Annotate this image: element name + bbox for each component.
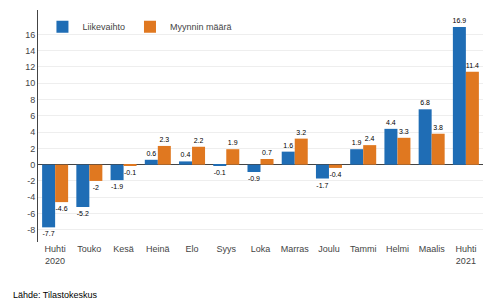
svg-text:Tammi: Tammi [350, 244, 377, 254]
svg-text:1.9: 1.9 [352, 139, 362, 146]
svg-text:-5.2: -5.2 [77, 210, 89, 217]
svg-text:-0.9: -0.9 [248, 175, 260, 182]
svg-text:Syys: Syys [217, 244, 237, 254]
svg-text:Lähde: Tilastokeskus: Lähde: Tilastokeskus [13, 290, 98, 300]
svg-text:-2: -2 [27, 176, 35, 186]
svg-text:Loka: Loka [251, 244, 271, 254]
svg-text:Touko: Touko [77, 244, 101, 254]
svg-text:2.4: 2.4 [365, 135, 375, 142]
svg-text:2.3: 2.3 [159, 136, 169, 143]
svg-text:-0.1: -0.1 [124, 169, 136, 176]
svg-text:-2: -2 [93, 184, 99, 191]
svg-text:16.9: 16.9 [453, 17, 467, 24]
svg-text:Kesä: Kesä [113, 244, 134, 254]
svg-text:-4.6: -4.6 [56, 205, 68, 212]
svg-text:4: 4 [30, 127, 35, 137]
svg-text:-1.7: -1.7 [316, 182, 328, 189]
svg-text:6: 6 [30, 111, 35, 121]
svg-text:Liikevaihto: Liikevaihto [82, 22, 125, 32]
svg-text:-7.7: -7.7 [43, 230, 55, 237]
svg-text:10: 10 [25, 78, 35, 88]
svg-text:0.6: 0.6 [146, 150, 156, 157]
svg-text:4.4: 4.4 [386, 119, 396, 126]
svg-text:2: 2 [30, 144, 35, 154]
svg-text:-6: -6 [27, 209, 35, 219]
svg-text:1.9: 1.9 [228, 139, 238, 146]
svg-text:3.3: 3.3 [399, 128, 409, 135]
svg-text:14: 14 [25, 46, 35, 56]
svg-text:3.2: 3.2 [296, 129, 306, 136]
svg-text:16: 16 [25, 30, 35, 40]
svg-text:0.4: 0.4 [181, 151, 191, 158]
svg-text:6.8: 6.8 [420, 99, 430, 106]
svg-text:Elo: Elo [186, 244, 199, 254]
svg-text:Myynnin määrä: Myynnin määrä [170, 22, 232, 32]
svg-text:Huhti2020: Huhti2020 [45, 244, 66, 266]
svg-text:Maalis: Maalis [419, 244, 446, 254]
svg-text:-8: -8 [27, 225, 35, 235]
svg-text:11.4: 11.4 [466, 62, 479, 69]
svg-text:Helmi: Helmi [386, 244, 409, 254]
svg-text:3.8: 3.8 [433, 124, 443, 131]
svg-text:Heinä: Heinä [146, 244, 170, 254]
svg-text:12: 12 [25, 62, 35, 72]
svg-text:-0.1: -0.1 [214, 169, 226, 176]
svg-text:-1.9: -1.9 [111, 183, 123, 190]
svg-text:2.2: 2.2 [194, 137, 204, 144]
svg-text:Huhti2021: Huhti2021 [455, 244, 476, 266]
svg-text:-0.4: -0.4 [329, 171, 341, 178]
svg-text:0: 0 [30, 160, 35, 170]
svg-text:Joulu: Joulu [318, 244, 340, 254]
svg-text:0.7: 0.7 [262, 149, 272, 156]
svg-text:8: 8 [30, 95, 35, 105]
svg-text:-4: -4 [27, 192, 35, 202]
svg-text:Marras: Marras [281, 244, 310, 254]
svg-text:1.6: 1.6 [283, 142, 293, 149]
